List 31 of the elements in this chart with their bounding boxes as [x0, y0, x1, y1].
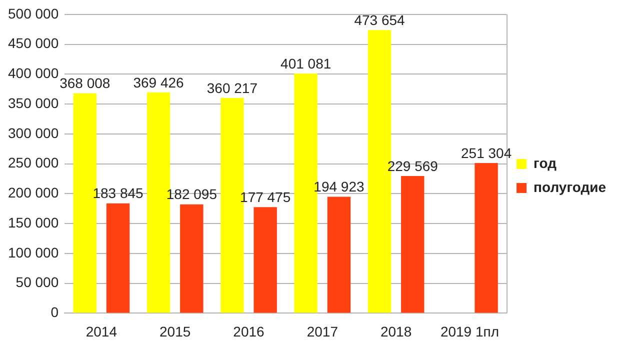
- y-tick-label: 400 000: [8, 65, 59, 82]
- data-label: 360 217: [206, 80, 258, 96]
- x-tick-label: 2017: [306, 323, 338, 340]
- legend-label: год: [534, 154, 557, 171]
- y-tick-label: 200 000: [8, 184, 59, 201]
- bar: [180, 204, 204, 313]
- y-tick-label: 350 000: [8, 94, 59, 111]
- y-tick-label: 500 000: [8, 5, 59, 22]
- x-tick-label: 2018: [380, 323, 412, 340]
- x-tick-label: 2014: [86, 323, 118, 340]
- bar: [254, 207, 277, 313]
- bar: [474, 163, 498, 313]
- y-tick-label: 150 000: [8, 214, 59, 230]
- legend-label: полугодие: [534, 178, 606, 195]
- bar: [106, 203, 130, 313]
- data-label: 473 654: [354, 12, 406, 28]
- y-tick-label: 450 000: [8, 35, 59, 52]
- x-tick-label: 2019 1пл: [440, 323, 500, 340]
- y-tick-label: 300 000: [8, 124, 59, 141]
- data-label: 401 081: [280, 55, 332, 72]
- data-label: 369 426: [133, 74, 184, 90]
- x-tick-label: 2015: [160, 323, 191, 340]
- data-label: 368 008: [60, 75, 110, 92]
- x-tick-label: 2016: [233, 323, 265, 340]
- y-tick-label: 50 000: [16, 274, 59, 290]
- data-label: 251 304: [460, 144, 512, 161]
- bar: [327, 196, 351, 313]
- y-tick-label: 0: [50, 304, 59, 320]
- bar: [401, 176, 424, 313]
- y-tick-label: 100 000: [8, 244, 59, 260]
- y-tick-label: 250 000: [8, 154, 59, 171]
